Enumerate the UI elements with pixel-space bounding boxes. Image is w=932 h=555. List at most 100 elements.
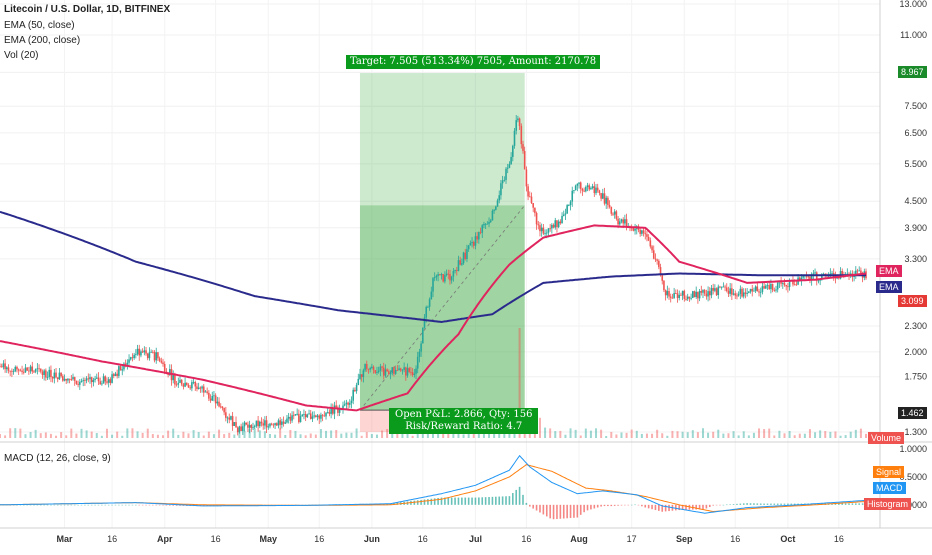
candle-body (26, 367, 28, 371)
volume-bar (100, 435, 103, 438)
candle-body (688, 296, 691, 299)
candle-body (140, 351, 142, 356)
candle-body (153, 352, 156, 361)
histogram-bar (658, 504, 660, 511)
candle-body (270, 423, 273, 425)
histogram-bar (179, 504, 181, 506)
candle-body (393, 367, 395, 374)
candle-body (590, 188, 592, 190)
volume-bar (865, 433, 867, 438)
candle-body (102, 376, 105, 384)
histogram-bar (152, 504, 154, 506)
histogram-bar (678, 504, 681, 511)
volume-bar (111, 434, 114, 438)
candle-body (724, 286, 726, 288)
candle-body (664, 290, 667, 296)
histogram-bar (525, 502, 528, 505)
candle-body (695, 291, 697, 298)
candle-body (208, 392, 210, 399)
volume-bar (218, 429, 221, 438)
volume-bar (691, 430, 694, 438)
candle-body (474, 236, 477, 246)
candle-body (107, 379, 110, 383)
candle-body (43, 370, 45, 376)
volume-legend[interactable]: Vol (20) (4, 50, 39, 61)
candle-body (802, 276, 804, 278)
volume-bar (75, 433, 78, 438)
candle-body (710, 287, 713, 296)
candle-body (591, 186, 594, 189)
candle-body (680, 294, 682, 296)
volume-bar (610, 431, 613, 438)
candle-body (420, 343, 422, 352)
candle-body (552, 224, 555, 228)
candle-body (225, 412, 227, 418)
ema50-legend[interactable]: EMA (50, close) (4, 20, 75, 31)
candle-body (675, 293, 677, 294)
candle-body (530, 196, 533, 204)
histogram-bar (790, 503, 793, 505)
candle-body (72, 377, 74, 380)
candle-body (615, 211, 618, 219)
volume-bar (355, 428, 358, 438)
volume-bar (24, 434, 27, 438)
candle-body (445, 273, 448, 276)
histogram-bar (67, 504, 69, 506)
candle-body (690, 297, 692, 299)
candle-body (82, 380, 85, 382)
candle-body (547, 228, 550, 233)
candle-body (94, 378, 96, 380)
histogram-bar (630, 504, 633, 506)
macd-legend[interactable]: MACD (12, 26, close, 9) (4, 453, 111, 464)
volume-bar (238, 432, 241, 438)
candle-body (810, 274, 813, 281)
candle-body (376, 372, 378, 373)
candle-body (455, 270, 458, 271)
candle-body (345, 402, 348, 405)
symbol-title[interactable]: Litecoin / U.S. Dollar, 1D, BITFINEX (4, 4, 171, 15)
volume-bar (330, 430, 333, 438)
candle-body (79, 381, 81, 385)
histogram-bar (539, 504, 541, 513)
candle-body (403, 367, 405, 370)
candle-body (613, 211, 616, 215)
candle-body (413, 373, 416, 375)
candle-body (705, 293, 708, 297)
candle-body (651, 246, 653, 251)
candle-body (773, 289, 776, 291)
candle-body (87, 378, 90, 380)
candle-body (262, 423, 264, 426)
ema200-legend[interactable]: EMA (200, close) (4, 35, 81, 46)
candle-body (754, 286, 757, 291)
histogram-bar (474, 497, 477, 505)
volume-bar (600, 429, 603, 438)
histogram-bar (698, 504, 701, 510)
histogram-bar (444, 497, 446, 505)
candle-body (646, 234, 648, 237)
candle-body (233, 422, 236, 426)
histogram-bar (491, 496, 494, 505)
histogram-bar (172, 504, 174, 506)
candle-body (332, 407, 334, 414)
volume-bar (508, 430, 511, 438)
price-tick-label: 7.500 (904, 101, 927, 111)
histogram-bar (478, 497, 480, 505)
candle-body (831, 272, 833, 274)
histogram-bar (576, 504, 579, 518)
pnl-box: Open P&L: 2.866, Qty: 156 Risk/Reward Ra… (389, 408, 539, 434)
candle-body (236, 427, 239, 433)
candle-body (330, 407, 332, 414)
volume-bar (849, 431, 852, 438)
histogram-bar (627, 504, 630, 506)
candle-body (491, 210, 494, 221)
candle-body (389, 373, 392, 375)
volume-bar (544, 427, 547, 438)
candle-body (21, 370, 23, 372)
candle-body (620, 219, 623, 222)
volume-bar (141, 432, 144, 438)
histogram-bar (155, 504, 158, 506)
candle-body (812, 273, 815, 275)
candle-body (158, 358, 161, 361)
volume-bar (49, 433, 52, 438)
